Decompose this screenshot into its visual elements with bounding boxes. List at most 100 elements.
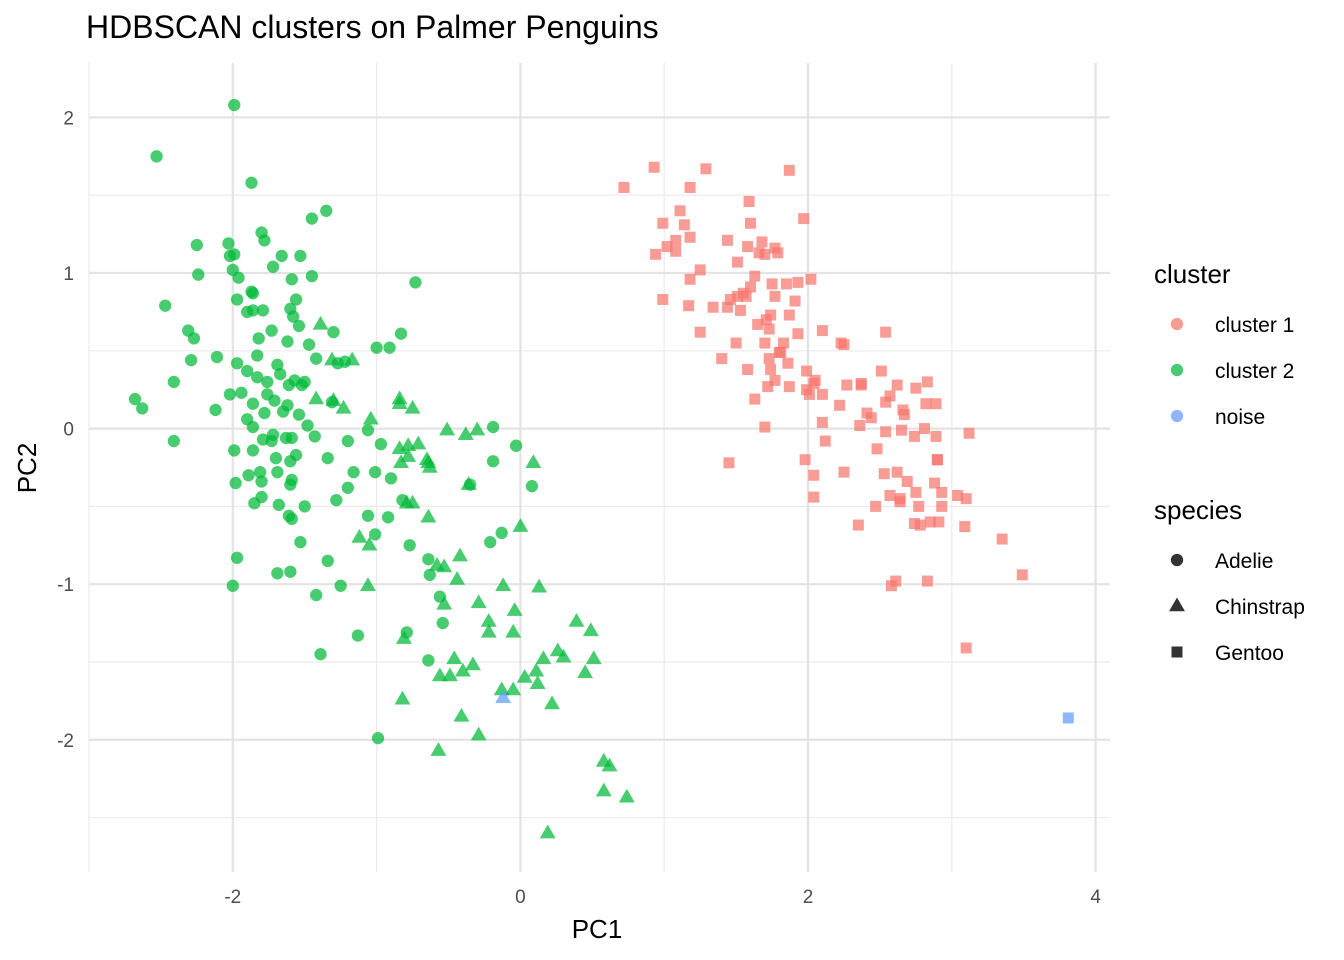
data-point — [469, 421, 486, 436]
data-point — [422, 654, 435, 667]
data-point — [292, 319, 306, 333]
data-point — [242, 469, 255, 482]
data-point — [674, 205, 686, 217]
data-point — [759, 248, 771, 260]
data-point — [246, 420, 260, 434]
data-point — [732, 256, 744, 268]
data-point — [544, 695, 561, 710]
data-point — [918, 423, 930, 435]
data-point — [816, 325, 828, 337]
data-point — [229, 476, 242, 490]
data-point — [910, 382, 922, 394]
data-point — [577, 664, 594, 679]
data-point — [894, 496, 906, 508]
y-axis-ticks: 2 1 0 -1 -2 — [57, 108, 74, 751]
data-point — [618, 181, 630, 193]
data-point — [454, 662, 471, 677]
data-point — [852, 519, 864, 531]
data-point — [274, 367, 287, 381]
data-point — [749, 270, 761, 282]
data-point — [684, 231, 696, 243]
data-point — [470, 726, 487, 741]
data-point — [410, 435, 427, 450]
y-tick-label: -1 — [57, 575, 74, 596]
data-point — [370, 341, 383, 354]
data-point — [694, 326, 706, 338]
data-point — [403, 539, 416, 552]
data-point — [320, 204, 333, 217]
data-point — [324, 351, 341, 366]
data-point — [744, 217, 756, 229]
data-point — [799, 454, 811, 466]
data-point — [302, 338, 316, 351]
data-point — [808, 491, 820, 503]
data-point — [933, 516, 945, 528]
data-point — [384, 472, 398, 485]
data-point — [1062, 712, 1074, 724]
data-point — [271, 466, 284, 479]
data-point — [393, 454, 410, 469]
data-point — [246, 397, 260, 410]
data-point — [805, 273, 817, 285]
data-point — [404, 494, 421, 509]
data-point — [684, 273, 696, 285]
data-point — [232, 271, 245, 284]
data-point — [778, 337, 790, 349]
legend-key — [1169, 597, 1185, 612]
data-point — [730, 337, 742, 349]
data-point — [506, 602, 523, 616]
data-point — [395, 630, 412, 644]
data-point — [759, 421, 771, 433]
data-point — [670, 245, 682, 257]
data-point — [495, 526, 508, 540]
data-point — [344, 351, 361, 366]
data-point — [749, 393, 761, 405]
data-point — [275, 249, 288, 263]
data-point — [210, 350, 224, 364]
data-point — [292, 408, 306, 421]
x-tick-label: 2 — [803, 887, 814, 908]
data-point — [484, 536, 497, 549]
data-point — [721, 234, 733, 246]
data-point — [525, 454, 542, 469]
data-point — [838, 466, 850, 478]
data-point — [279, 431, 293, 445]
data-point — [347, 466, 360, 479]
data-point — [230, 551, 244, 564]
data-point — [258, 234, 271, 247]
data-point — [996, 533, 1008, 545]
data-point — [241, 305, 254, 319]
data-point — [700, 163, 712, 175]
data-point — [531, 578, 548, 593]
data-point — [228, 444, 241, 457]
data-point — [256, 304, 270, 317]
data-point — [341, 434, 355, 448]
data-point — [960, 642, 972, 654]
data-point — [486, 420, 500, 434]
data-point — [391, 395, 408, 409]
legend-key — [1170, 363, 1184, 377]
data-point — [931, 454, 943, 466]
data-point — [470, 594, 487, 609]
data-point — [271, 358, 284, 371]
data-point — [529, 675, 546, 689]
x-tick-label: 4 — [1090, 887, 1101, 908]
data-point — [880, 426, 892, 438]
data-point — [884, 390, 896, 402]
data-point — [528, 662, 545, 677]
data-point — [361, 536, 378, 551]
data-point — [568, 612, 585, 627]
data-point — [783, 309, 795, 321]
data-point — [369, 466, 382, 479]
data-point — [361, 509, 375, 522]
data-point — [670, 234, 682, 246]
data-point — [245, 176, 258, 189]
data-point — [525, 480, 539, 493]
data-point — [226, 579, 239, 592]
data-point — [808, 469, 820, 481]
data-point — [256, 433, 270, 446]
data-point — [295, 378, 308, 392]
data-point — [742, 363, 754, 375]
data-point — [314, 648, 327, 661]
data-point — [743, 195, 755, 207]
